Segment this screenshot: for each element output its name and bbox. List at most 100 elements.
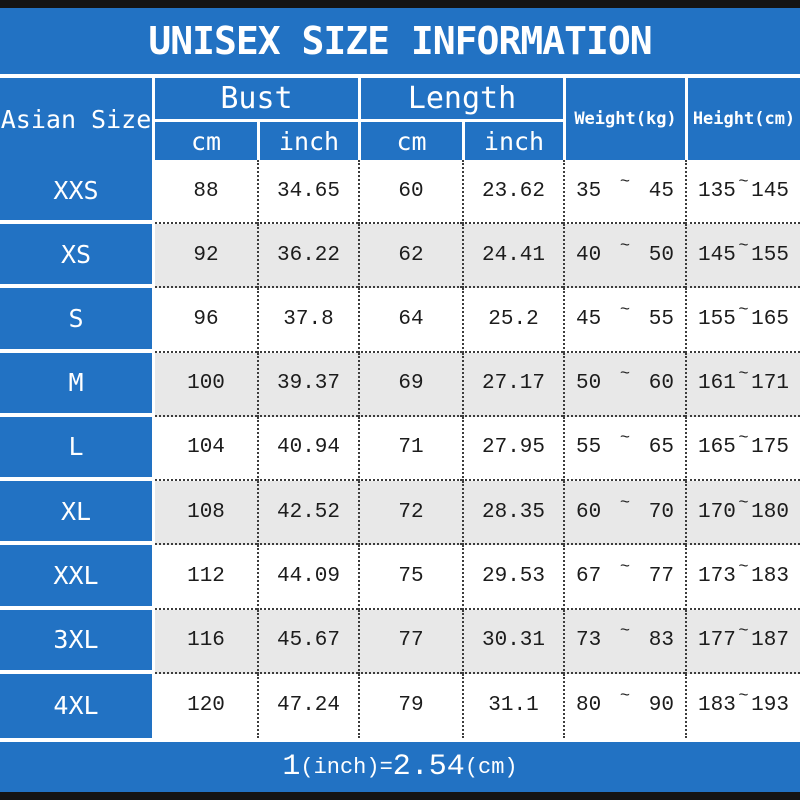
tilde-symbol: ~ [619,557,631,577]
length-cm-cell: 77 [358,609,462,674]
height-max-value: 175 [751,436,789,460]
weight-max-value: 50 [648,243,674,267]
size-cell: M [0,352,155,417]
length-inch-cell: 25.2 [462,288,563,353]
bust-inch-cell: 39.37 [257,352,358,417]
weight-max-value: 45 [648,179,674,203]
height-range-cell: 165 ~ 175 [685,416,800,482]
height-max-value: 193 [751,694,789,718]
weight-max-value: 90 [648,694,674,718]
weight-min-value: 73 [576,629,602,653]
length-cm-cell: 71 [358,416,462,482]
length-inch-cell: 27.95 [462,416,563,482]
table-row: S 96 37.8 64 25.2 45 ~ 55 155 ~ 165 [0,288,800,353]
weight-max-value: 55 [648,308,674,332]
weight-min-value: 80 [576,694,602,718]
table-row: 3XL 116 45.67 77 30.31 73 ~ 83 177 ~ 187 [0,609,800,674]
tilde-symbol: ~ [738,365,749,385]
height-range-cell: 145 ~ 155 [685,224,800,289]
height-min-value: 177 [698,629,736,653]
bust-cm-cell: 88 [155,160,257,225]
weight-min-value: 55 [576,436,602,460]
size-cell: 3XL [0,609,155,674]
header-bust-inch: inch [257,122,358,160]
footer-cm-label: (cm) [464,754,518,780]
bust-inch-cell: 40.94 [257,416,358,482]
weight-min-value: 50 [576,372,602,396]
header-length-cm: cm [358,122,462,160]
title-band: UNISEX SIZE INFORMATION [0,8,800,78]
weight-min-value: 60 [576,500,602,524]
weight-max-value: 70 [648,500,674,524]
weight-min-value: 40 [576,243,602,267]
height-max-value: 145 [751,179,789,203]
weight-max-value: 65 [648,436,674,460]
bust-cm-cell: 96 [155,288,257,353]
weight-max-value: 77 [648,564,674,588]
tilde-symbol: ~ [619,687,631,707]
height-max-value: 155 [751,243,789,267]
footer-inch-label: (inch) [300,754,380,780]
length-cm-cell: 72 [358,481,462,546]
tilde-symbol: ~ [738,301,749,321]
tilde-symbol: ~ [738,687,749,707]
length-inch-cell: 23.62 [462,160,563,225]
tilde-symbol: ~ [738,493,749,513]
tilde-symbol: ~ [619,429,631,449]
bust-cm-cell: 100 [155,352,257,417]
length-inch-cell: 30.31 [462,609,563,674]
tilde-symbol: ~ [619,493,631,513]
bust-inch-cell: 47.24 [257,673,358,738]
length-cm-cell: 75 [358,545,462,610]
weight-range-cell: 80 ~ 90 [563,673,685,738]
height-min-value: 155 [698,308,736,332]
size-cell: S [0,288,155,353]
tilde-symbol: ~ [738,622,749,642]
size-cell: XXS [0,160,155,225]
footer-note: 1 (inch) = 2.54 (cm) [0,738,800,792]
height-min-value: 183 [698,694,736,718]
weight-min-value: 45 [576,308,602,332]
bust-inch-cell: 45.67 [257,609,358,674]
length-inch-cell: 27.17 [462,352,563,417]
weight-max-value: 83 [648,629,674,653]
weight-range-cell: 55 ~ 65 [563,416,685,482]
bust-cm-cell: 108 [155,481,257,546]
height-min-value: 145 [698,243,736,267]
length-cm-cell: 60 [358,160,462,225]
length-inch-cell: 29.53 [462,545,563,610]
length-cm-cell: 62 [358,224,462,289]
length-inch-cell: 31.1 [462,673,563,738]
bust-cm-cell: 116 [155,609,257,674]
top-black-bar [0,0,800,8]
height-range-cell: 173 ~ 183 [685,545,800,610]
table-row: XS 92 36.22 62 24.41 40 ~ 50 145 ~ 155 [0,224,800,289]
size-cell: L [0,416,155,482]
height-min-value: 135 [698,179,736,203]
table-row: XXS 88 34.65 60 23.62 35 ~ 45 135 ~ 145 [0,160,800,225]
weight-range-cell: 45 ~ 55 [563,288,685,353]
bust-cm-cell: 92 [155,224,257,289]
height-min-value: 173 [698,564,736,588]
table-row: 4XL 120 47.24 79 31.1 80 ~ 90 183 ~ 193 [0,673,800,738]
footer-equals-sign: = [379,754,393,780]
bust-cm-cell: 120 [155,673,257,738]
height-min-value: 170 [698,500,736,524]
height-min-value: 165 [698,436,736,460]
weight-min-value: 35 [576,179,602,203]
bust-inch-cell: 42.52 [257,481,358,546]
weight-range-cell: 40 ~ 50 [563,224,685,289]
weight-max-value: 60 [648,372,674,396]
bust-cm-cell: 104 [155,416,257,482]
size-cell: XXL [0,545,155,610]
size-cell: XL [0,481,155,546]
bust-inch-cell: 34.65 [257,160,358,225]
height-min-value: 161 [698,372,736,396]
header-length-inch: inch [462,122,563,160]
length-inch-cell: 24.41 [462,224,563,289]
length-cm-cell: 79 [358,673,462,738]
height-range-cell: 135 ~ 145 [685,160,800,225]
tilde-symbol: ~ [738,236,749,256]
table-row: XL 108 42.52 72 28.35 60 ~ 70 170 ~ 180 [0,481,800,546]
